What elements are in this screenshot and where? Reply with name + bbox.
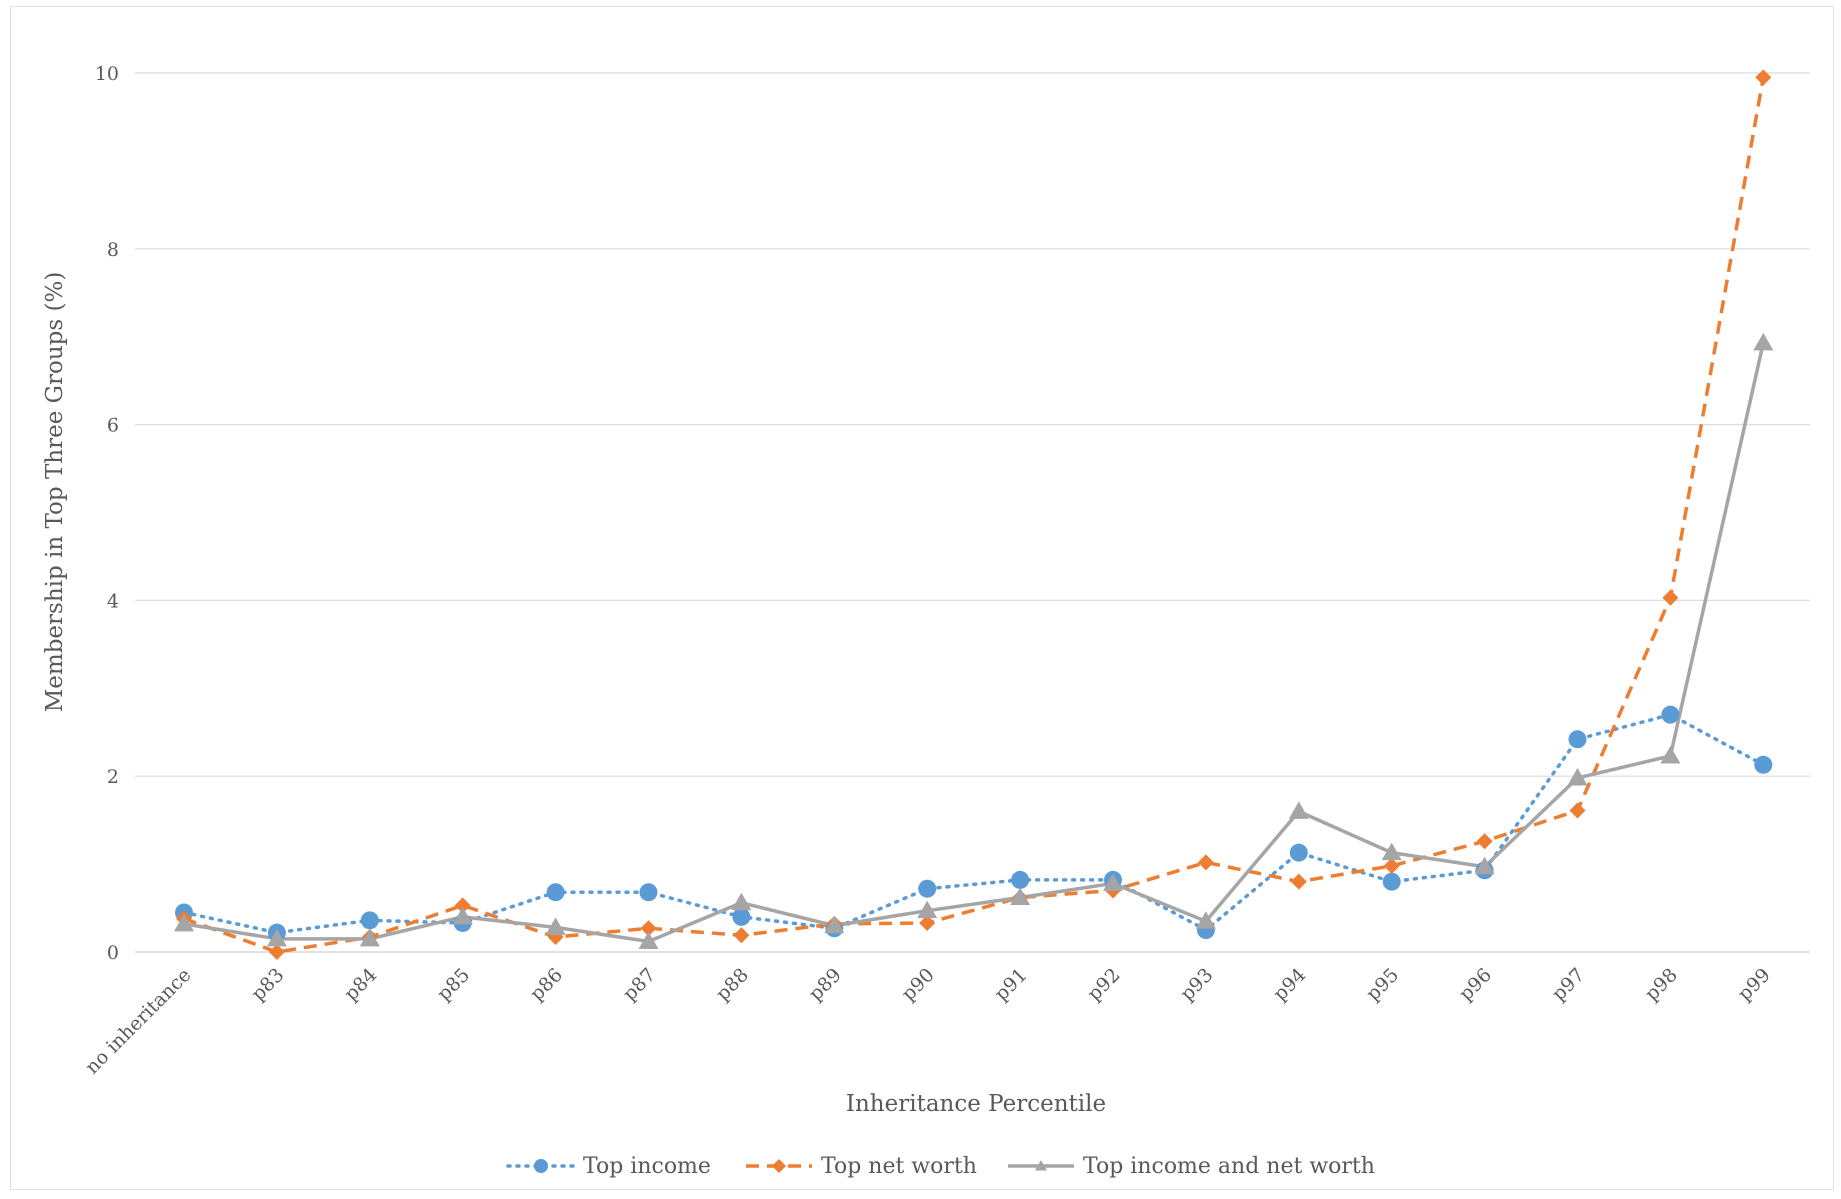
data-point [1662, 589, 1679, 606]
data-point [1382, 872, 1401, 891]
data-point [638, 931, 659, 949]
data-point [1035, 1160, 1047, 1171]
x-axis-title: Inheritance Percentile [846, 1091, 1106, 1117]
data-point [919, 914, 936, 931]
data-point [1288, 801, 1309, 819]
data-point [772, 1159, 786, 1173]
data-point [1661, 705, 1680, 724]
data-point [174, 913, 194, 932]
y-axis-ticks: 0 2 4 6 8 10 [95, 63, 119, 964]
legend-label: Top income and net worth [1083, 1154, 1375, 1179]
legend-label: Top net worth [821, 1154, 977, 1179]
data-point [731, 892, 752, 911]
series-line [183, 342, 1766, 944]
data-point [545, 917, 566, 935]
y-tick-label: 4 [107, 590, 119, 612]
data-point [1755, 69, 1772, 86]
series-line [182, 712, 1766, 935]
data-point [824, 915, 845, 934]
legend-label: Top income [583, 1154, 711, 1179]
data-point [1569, 802, 1586, 819]
data-point [1753, 332, 1774, 351]
series-line [183, 77, 1766, 954]
data-point [1103, 873, 1123, 891]
y-tick-label: 0 [107, 942, 119, 964]
data-point [1010, 887, 1031, 906]
data-point [1381, 842, 1402, 861]
data-point [1195, 911, 1216, 929]
data-point [452, 906, 473, 925]
data-point [1568, 730, 1587, 749]
data-point [266, 928, 287, 947]
y-axis-title: Membership in Top Three Groups (%) [42, 272, 68, 713]
data-point [640, 920, 657, 937]
data-point [917, 900, 938, 919]
data-point [1476, 833, 1493, 850]
y-tick-label: 2 [107, 766, 119, 788]
gridlines [135, 72, 1810, 953]
data-point [732, 907, 751, 926]
data-point [546, 883, 565, 902]
legend: Top income Top net worth Top income and ne… [506, 1154, 1375, 1179]
data-point [359, 928, 380, 947]
series-markers [174, 69, 1774, 960]
data-point [1289, 843, 1308, 862]
data-point [1011, 870, 1030, 889]
data-point [360, 911, 379, 930]
data-point [534, 1159, 548, 1173]
data-point [1474, 856, 1495, 875]
data-point [1660, 745, 1681, 764]
data-point [1754, 755, 1773, 774]
data-point [1567, 767, 1588, 786]
data-point [918, 879, 937, 898]
data-point [268, 944, 285, 960]
y-tick-label: 6 [107, 415, 119, 437]
data-point [1290, 873, 1307, 890]
data-point [1383, 857, 1400, 874]
data-point [639, 883, 658, 902]
data-point [1197, 854, 1214, 871]
data-point [454, 897, 471, 914]
y-tick-label: 8 [107, 239, 119, 261]
chart-frame [10, 6, 1834, 1190]
y-tick-label: 10 [95, 63, 119, 85]
data-point [733, 927, 750, 944]
series-lines [182, 77, 1766, 954]
